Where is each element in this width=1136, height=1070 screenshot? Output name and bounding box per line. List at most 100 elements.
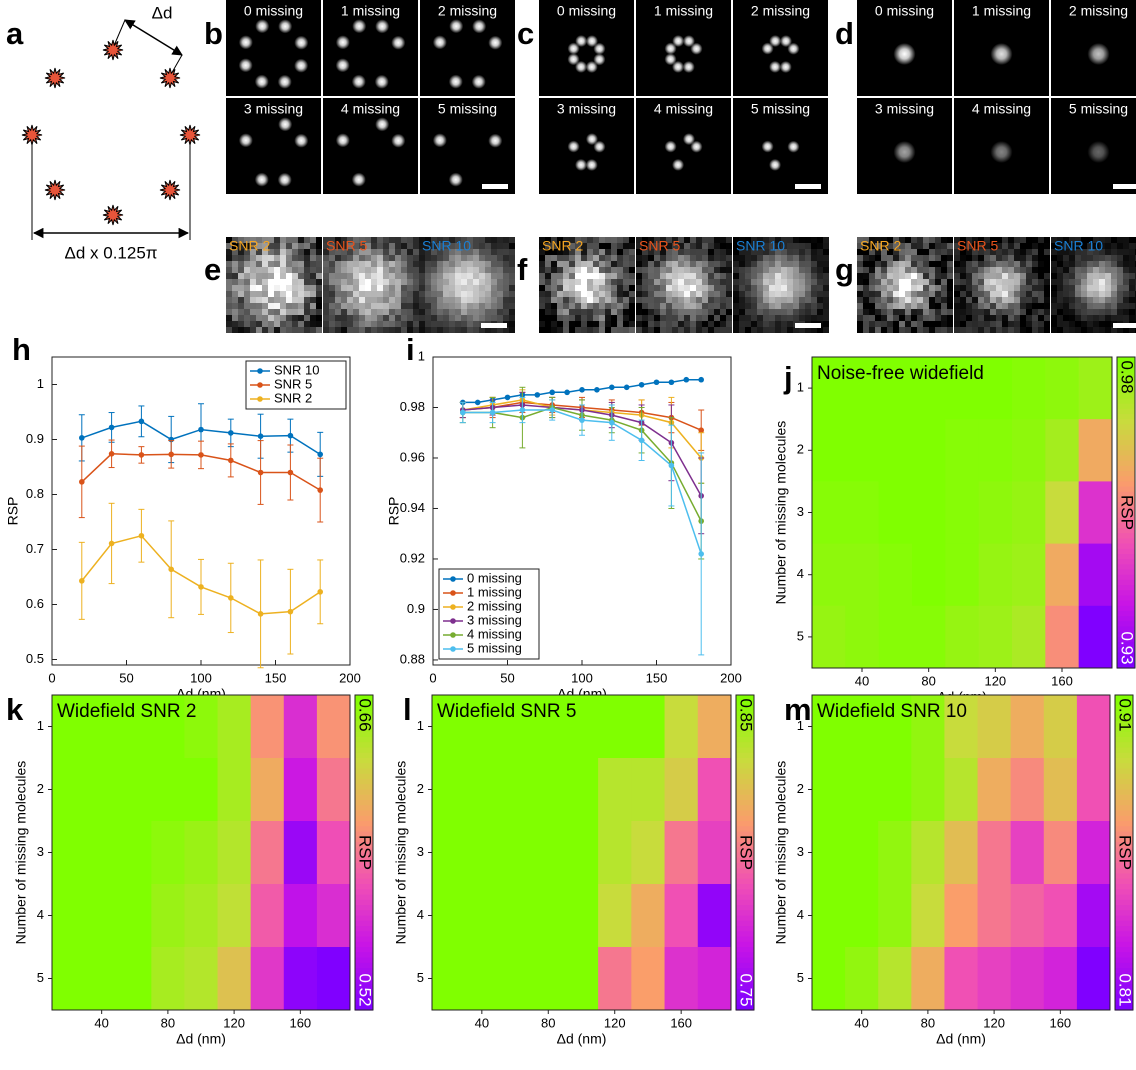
- pixel: [881, 291, 887, 297]
- pixel: [383, 297, 389, 303]
- pixel: [745, 267, 751, 273]
- pixel: [383, 237, 389, 243]
- pixel: [1026, 267, 1032, 273]
- pixel: [1117, 255, 1123, 261]
- heatmap-cell: [1079, 357, 1113, 420]
- pixel: [893, 261, 899, 267]
- pixel: [413, 249, 419, 255]
- heatmap-cell: [1012, 357, 1046, 420]
- heatmap-cell: [1044, 695, 1078, 759]
- pixel: [316, 267, 322, 273]
- pixel: [678, 321, 684, 327]
- pixel: [708, 243, 714, 249]
- pixel: [935, 291, 941, 297]
- pixel: [262, 255, 268, 261]
- pixel: [642, 297, 648, 303]
- pixel: [617, 273, 623, 279]
- pixel: [473, 255, 479, 261]
- pixel: [262, 279, 268, 285]
- heatmap-cell: [911, 821, 945, 885]
- pixel: [811, 267, 817, 273]
- pixel: [238, 327, 244, 333]
- pixel: [690, 315, 696, 321]
- pixel: [1081, 255, 1087, 261]
- pixel: [763, 297, 769, 303]
- heatmap-cell: [845, 821, 879, 885]
- pixel: [623, 261, 629, 267]
- x-axis-label: Δd (nm): [936, 1031, 986, 1047]
- pixel: [929, 255, 935, 261]
- arrow: [125, 20, 182, 55]
- heatmap-cell: [812, 758, 846, 822]
- pixel: [437, 315, 443, 321]
- pixel: [684, 327, 690, 333]
- pixel: [557, 261, 563, 267]
- spot: [336, 58, 350, 72]
- pixel: [636, 273, 642, 279]
- pixel: [268, 273, 274, 279]
- pixel: [473, 261, 479, 267]
- pixel: [905, 297, 911, 303]
- pixel: [623, 327, 629, 333]
- pixel: [292, 243, 298, 249]
- pixel: [905, 261, 911, 267]
- colorbar-step: [1117, 601, 1135, 607]
- pixel: [1111, 309, 1117, 315]
- colorbar-step: [1115, 826, 1133, 832]
- pixel: [954, 291, 960, 297]
- pixel: [929, 279, 935, 285]
- pixel: [954, 279, 960, 285]
- pixel: [875, 321, 881, 327]
- tile-label: 1 missing: [972, 3, 1031, 19]
- pixel: [226, 273, 232, 279]
- heatmap-cell: [698, 758, 732, 822]
- pixel: [479, 285, 485, 291]
- pixel: [696, 255, 702, 261]
- pixel: [1020, 327, 1026, 333]
- colorbar-label: RSP: [737, 835, 756, 870]
- pixel: [268, 291, 274, 297]
- pixel: [551, 327, 557, 333]
- pixel: [745, 321, 751, 327]
- colorbar-step: [1117, 419, 1135, 425]
- pixel: [751, 255, 757, 261]
- pixel: [401, 303, 407, 309]
- pixel: [1026, 303, 1032, 309]
- pixel: [280, 249, 286, 255]
- colorbar-step: [1117, 481, 1135, 487]
- pixel: [467, 279, 473, 285]
- colorbar-step: [736, 732, 754, 738]
- pixel: [611, 279, 617, 285]
- pixel: [371, 315, 377, 321]
- pixel: [863, 267, 869, 273]
- spot: [488, 134, 502, 148]
- pixel: [1057, 273, 1063, 279]
- pixel: [623, 267, 629, 273]
- pixel: [636, 291, 642, 297]
- pixel: [1038, 261, 1044, 267]
- pixel: [599, 237, 605, 243]
- pixel: [708, 249, 714, 255]
- pixel: [437, 309, 443, 315]
- point: [228, 595, 234, 601]
- pixel: [256, 297, 262, 303]
- pixel: [714, 327, 720, 333]
- pixel: [947, 327, 953, 333]
- pixel: [720, 267, 726, 273]
- colorbar-step: [736, 805, 754, 811]
- pixel: [672, 267, 678, 273]
- pixel: [990, 285, 996, 291]
- pixel: [972, 255, 978, 261]
- pixel: [473, 249, 479, 255]
- pixel: [1014, 255, 1020, 261]
- pixel: [690, 249, 696, 255]
- pixel: [551, 291, 557, 297]
- pixel: [917, 267, 923, 273]
- pixel: [238, 321, 244, 327]
- pixel: [1129, 243, 1135, 249]
- pixel: [395, 303, 401, 309]
- pixel: [551, 321, 557, 327]
- pixel: [443, 267, 449, 273]
- pixel: [887, 285, 893, 291]
- point: [139, 452, 145, 458]
